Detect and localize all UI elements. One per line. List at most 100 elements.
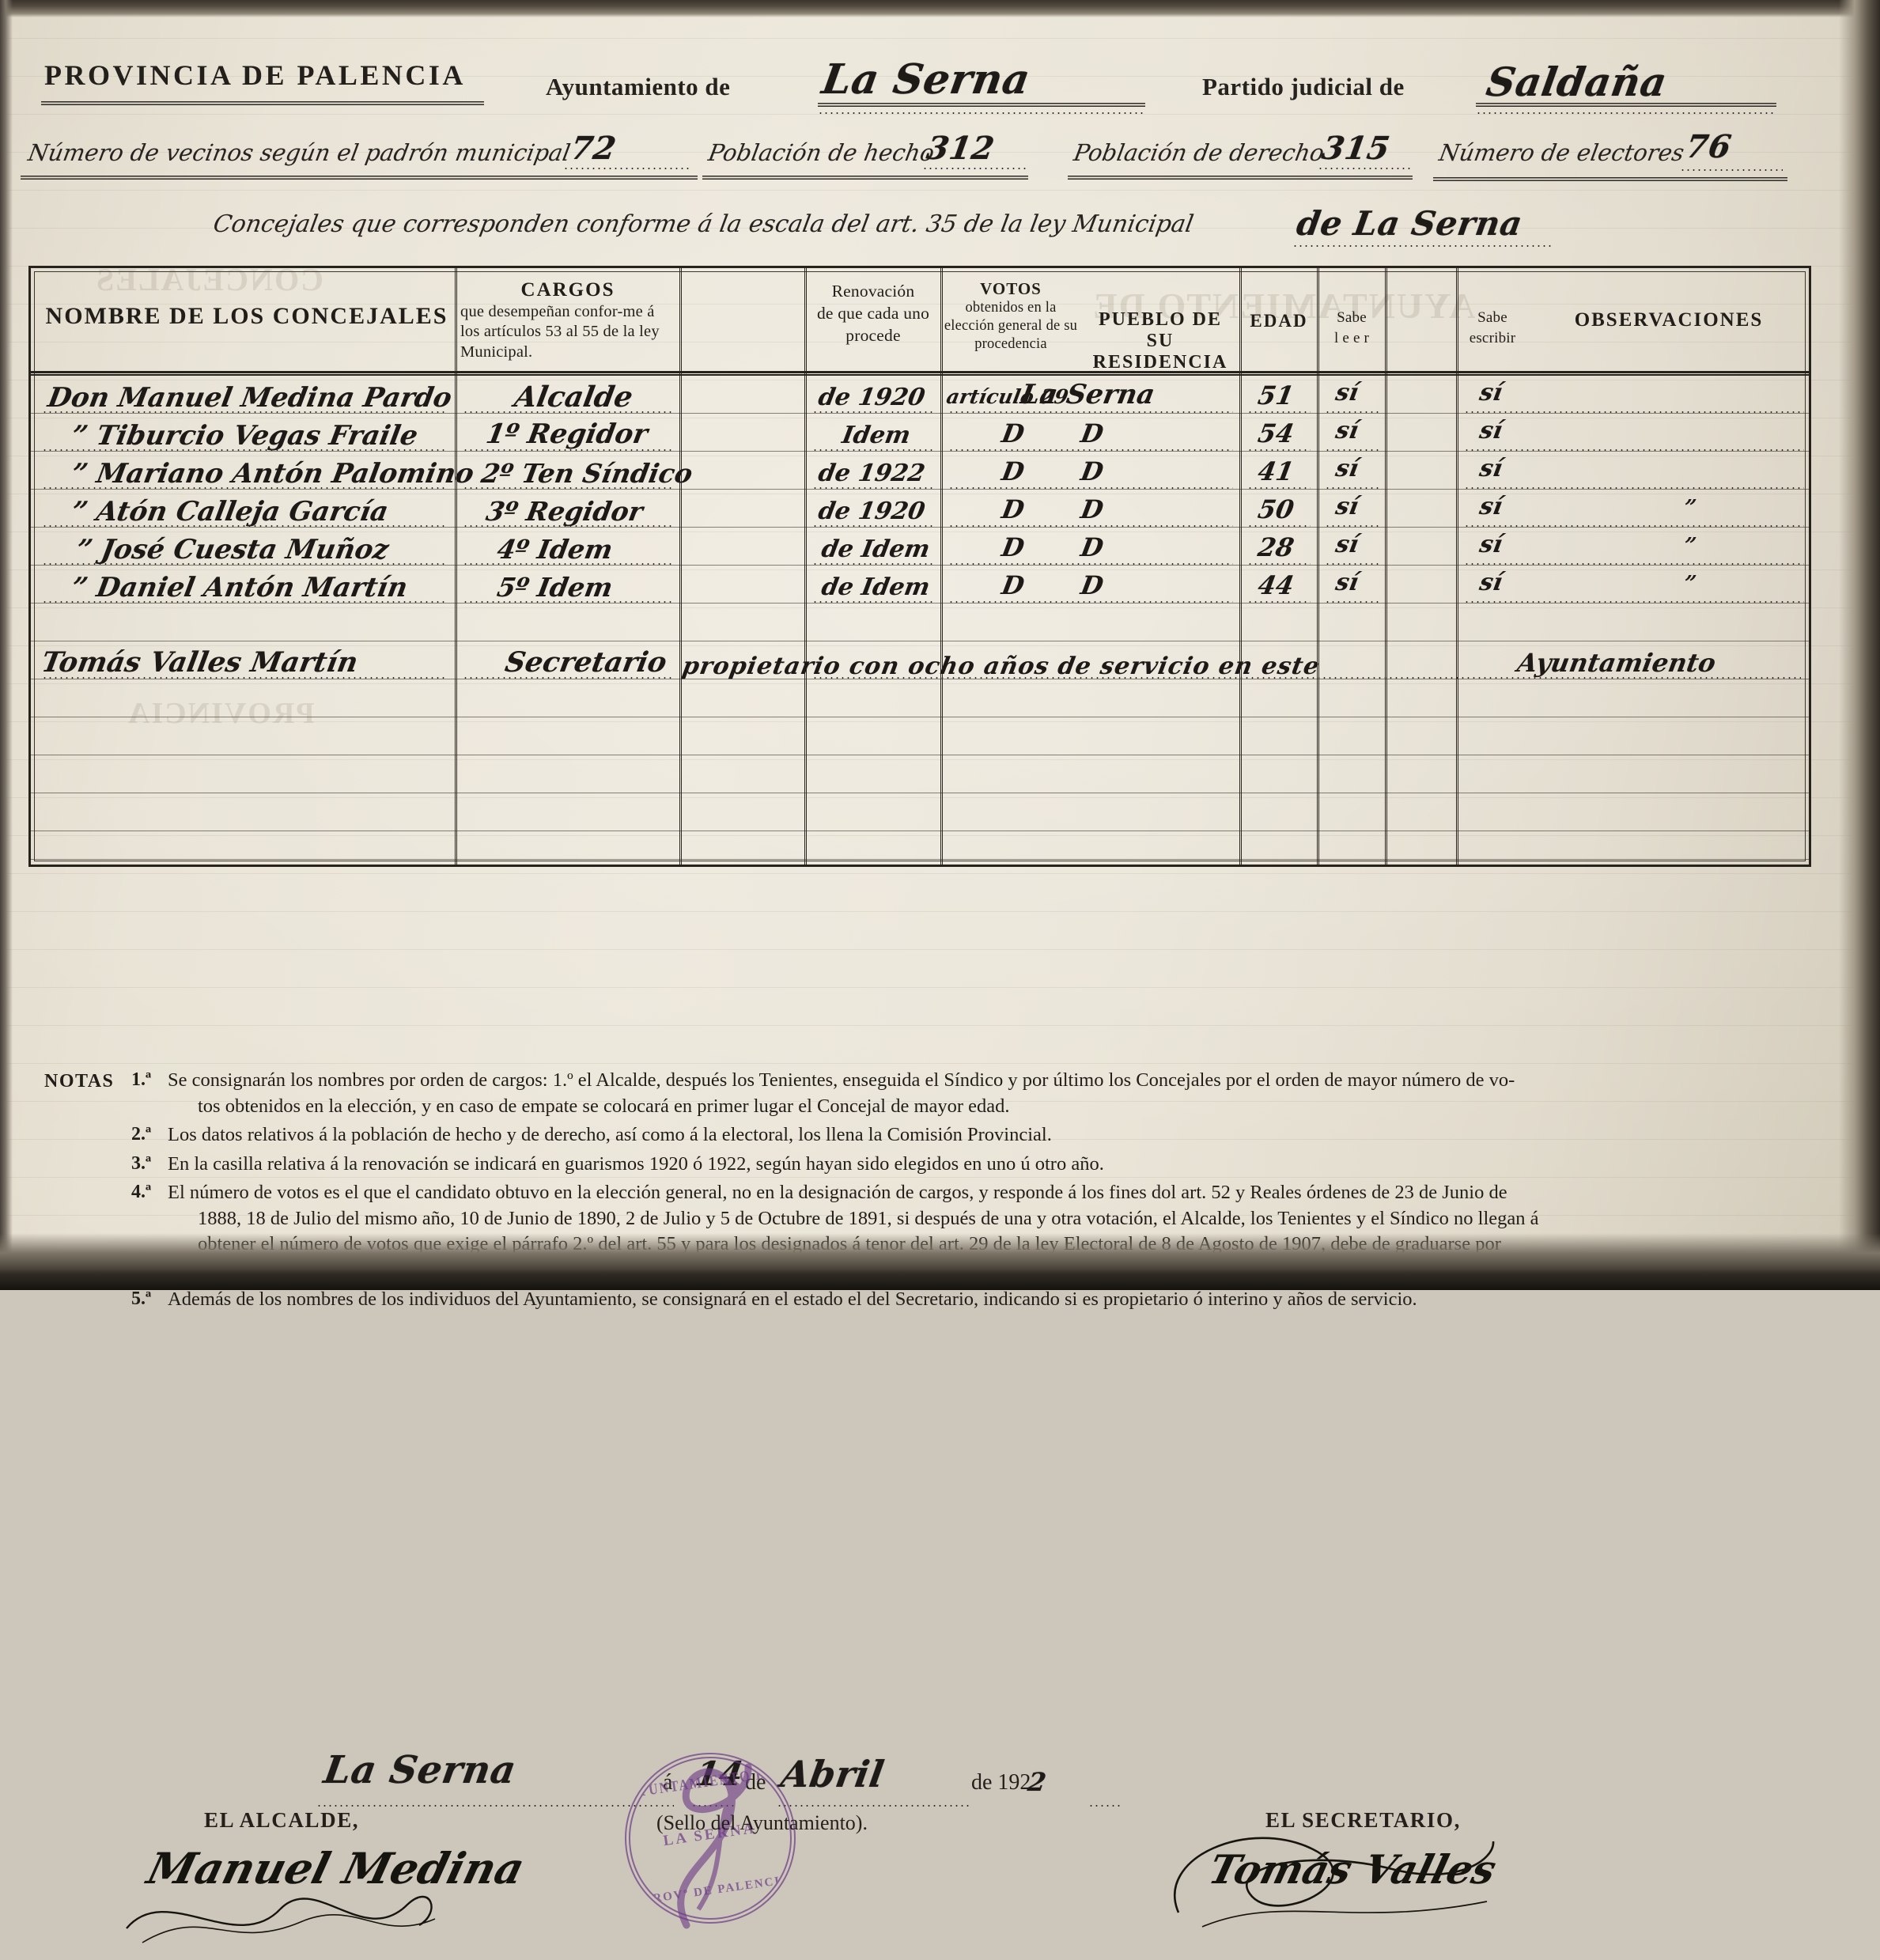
table-vrule-4	[940, 268, 943, 865]
table-row-renovacion: de Idem	[819, 535, 932, 563]
table-row-edad: 28	[1255, 532, 1296, 562]
note-number: 3.ª	[131, 1152, 152, 1174]
rule-province	[41, 101, 484, 106]
dotline-derecho	[1318, 168, 1413, 169]
note-number: 4.ª	[131, 1182, 152, 1203]
dotline-hecho	[922, 168, 1027, 169]
secretary-cargo: Secretario	[502, 646, 670, 679]
note-continuation: tos obtenidos en la elección, y en caso …	[198, 1095, 1010, 1117]
note-item: 3.ª En la casilla relativa á la renovaci…	[44, 1152, 1816, 1178]
alcalde-label: EL ALCALDE,	[204, 1808, 360, 1832]
dotline-date-month	[777, 1805, 970, 1807]
colhead-cargos: CARGOS que desempeñan confor-me á los ar…	[460, 279, 660, 361]
secretary-note: propietario con ocho años de servicio en…	[679, 653, 1322, 680]
rule-derecho	[1068, 176, 1413, 180]
stamp-line-1: AYUNTAMIENTO DE	[627, 1764, 777, 1802]
table-row-renovacion: Idem	[839, 422, 913, 449]
table-vrule-5	[1239, 268, 1242, 865]
note-text: Los datos relativos á la población de he…	[168, 1124, 1052, 1146]
stat-label-electores: Número de electores	[1437, 139, 1687, 166]
stat-value-vecinos: 72	[568, 130, 619, 167]
stat-value-derecho: 315	[1319, 130, 1393, 167]
header-row-province: PROVINCIA DE PALENCIA Ayuntamiento de La…	[0, 36, 1836, 114]
province-title: PROVINCIA DE PALENCIA	[44, 59, 466, 91]
rule-vecinos	[21, 176, 698, 180]
table-row-cargo: 3º Regidor	[483, 496, 645, 527]
signature-area: La Serna á 14 de Abril de 192 2 EL ALCAL…	[0, 884, 1836, 1943]
table-row-cargo: 2º Ten Síndico	[479, 458, 695, 489]
partido-judicial-label: Partido judicial de	[1202, 73, 1405, 100]
rule-ayuntamiento	[818, 103, 1145, 108]
date-place: La Serna	[320, 1748, 520, 1792]
stat-value-hecho: 312	[924, 130, 997, 167]
table-row-name: ” Tiburcio Vegas Fraile	[69, 420, 421, 452]
table-row-edad: 50	[1255, 494, 1296, 524]
secretario-label: EL SECRETARIO,	[1265, 1808, 1461, 1832]
date-month: Abril	[777, 1753, 887, 1795]
note-continuation: 1888, 18 de Julio del mismo año, 10 de J…	[198, 1207, 1539, 1229]
table-row-edad: 44	[1255, 570, 1296, 600]
colhead-renovacion: Renovación de que cada uno procede	[816, 282, 930, 345]
page-edge-bottom-dark	[0, 1269, 1880, 1290]
stamp-line-3: PROVº DE PALENCIA	[643, 1873, 792, 1907]
colhead-edad: EDAD	[1250, 311, 1308, 331]
stamp-caption: (Sello del Ayuntamiento).	[656, 1811, 868, 1834]
table-row-edad: 41	[1255, 456, 1296, 486]
ayuntamiento-label: Ayuntamiento de	[546, 73, 731, 100]
secretary-note-end: Ayuntamiento	[1515, 648, 1719, 678]
partido-judicial-value: Saldaña	[1483, 59, 1670, 105]
colhead-sabe-leer: Sabe l e e r	[1333, 309, 1370, 346]
table-row-cargo: 4º Idem	[494, 534, 615, 565]
table-row-renovacion: de 1920	[815, 498, 928, 525]
page-edge-right	[1839, 0, 1880, 1290]
note-number: 5.ª	[131, 1288, 152, 1309]
table-row-cargo: 1º Regidor	[483, 418, 650, 450]
note-item: 2.ª Los datos relativos á la población d…	[44, 1122, 1816, 1148]
page-edge-top	[0, 0, 1880, 17]
table-row-cargo: 5º Idem	[494, 572, 615, 603]
table-row-name: Don Manuel Medina Pardo	[45, 382, 455, 414]
document-content: PROVINCIA DE PALENCIA Ayuntamiento de La…	[0, 14, 1836, 1943]
date-year: 2	[1025, 1767, 1049, 1797]
header-row-statistics: Número de vecinos según el padrón munici…	[0, 128, 1836, 182]
alcalde-signature: Manuel Medina	[142, 1843, 530, 1894]
table-row-name: ” Daniel Antón Martín	[69, 572, 410, 604]
rule-hecho	[702, 176, 1028, 180]
date-de-2: de 192	[971, 1770, 1031, 1795]
municipal-stamp: AYUNTAMIENTO DE LA SERNA PROVº DE PALENC…	[614, 1742, 807, 1935]
colhead-votos: VOTOS obtenidos en la elección general d…	[944, 279, 1078, 353]
table-row-edad: 54	[1255, 418, 1296, 448]
dotline-electores	[1680, 169, 1783, 171]
note-text: Se consignarán los nombres por orden de …	[168, 1069, 1515, 1091]
note-text: El número de votos es el que el candidat…	[168, 1182, 1507, 1204]
table-vrule-6	[1317, 268, 1319, 865]
notes-heading: NOTAS	[44, 1071, 115, 1092]
rule-electores	[1433, 177, 1787, 182]
dotline-concejales	[1292, 245, 1553, 247]
table-vrule-3	[804, 268, 807, 865]
note-number: 1.ª	[131, 1069, 152, 1090]
table-vrule-8	[1456, 268, 1458, 865]
note-item: 5.ª Además de los nombres de los individ…	[44, 1287, 1816, 1313]
dotline-vecinos	[563, 168, 690, 169]
table-vrule-7	[1385, 268, 1387, 865]
page-edge-left	[0, 0, 13, 1290]
stat-label-hecho: Población de hecho	[706, 139, 936, 166]
colhead-sabe-escribir: Sabe escribir	[1469, 309, 1516, 346]
dotline-ayuntamiento	[818, 112, 1145, 114]
table-row-renovacion: de 1922	[815, 460, 928, 487]
dotline-partido	[1476, 112, 1776, 114]
table-row-name: ” José Cuesta Muñoz	[74, 534, 392, 566]
colhead-pueblo: PUEBLO DE SU RESIDENCIA	[1092, 309, 1228, 373]
dotline-date-place	[316, 1805, 674, 1807]
table-row-name: ” Atón Calleja García	[69, 496, 391, 528]
table-row-name: ” Mariano Antón Palomino	[69, 458, 477, 490]
table-row-renovacion: de Idem	[819, 573, 932, 601]
concejales-scale-text: Concejales que corresponden conforme á l…	[210, 210, 1196, 238]
table-vrule-2	[679, 268, 682, 865]
stat-label-derecho: Población de derecho	[1072, 139, 1326, 166]
note-text: Además de los nombres de los individuos …	[168, 1288, 1417, 1310]
table-row-renovacion: de 1920	[815, 384, 928, 411]
councilmen-table: NOMBRE DE LOS CONCEJALES CARGOS que dese…	[28, 266, 1811, 867]
